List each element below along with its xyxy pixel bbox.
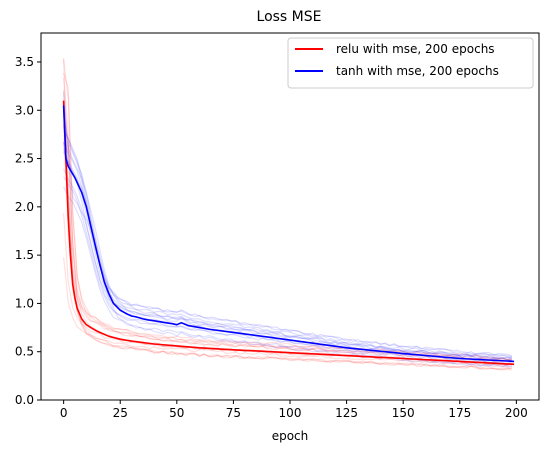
legend-label-relu: relu with mse, 200 epochs bbox=[336, 42, 495, 56]
faint-run-line bbox=[63, 141, 512, 359]
faint-run-line bbox=[63, 141, 513, 371]
faint-run-line bbox=[63, 176, 512, 365]
x-tick-label: 200 bbox=[505, 406, 528, 420]
x-tick-label: 0 bbox=[60, 406, 68, 420]
y-tick-label: 0.0 bbox=[15, 393, 34, 407]
y-tick-label: 3.5 bbox=[15, 55, 34, 69]
y-tick-label: 3.0 bbox=[15, 103, 34, 117]
x-tick-label: 100 bbox=[279, 406, 302, 420]
faint-run-line bbox=[63, 141, 513, 371]
faint-run-line bbox=[63, 151, 513, 360]
x-axis-label: epoch bbox=[272, 429, 309, 443]
faint-run-line bbox=[63, 257, 512, 368]
x-tick-label: 75 bbox=[226, 406, 241, 420]
series-line-0 bbox=[62, 100, 515, 366]
faint-run-line bbox=[63, 89, 512, 361]
faint-run-line bbox=[63, 127, 512, 357]
faint-run-line bbox=[63, 130, 512, 357]
x-tick-label: 125 bbox=[335, 406, 358, 420]
y-tick-label: 2.5 bbox=[15, 152, 34, 166]
plot-area bbox=[62, 58, 515, 371]
x-tick-label: 175 bbox=[448, 406, 471, 420]
faint-run-line bbox=[63, 58, 512, 360]
faint-run-line bbox=[63, 59, 512, 361]
x-axis-ticks: 0 25 50 75 100 125 150 175 200 bbox=[60, 400, 528, 420]
series-lines bbox=[62, 100, 515, 366]
legend-label-tanh: tanh with mse, 200 epochs bbox=[336, 64, 499, 78]
x-tick-label: 150 bbox=[392, 406, 415, 420]
legend: relu with mse, 200 epochs tanh with mse,… bbox=[287, 37, 534, 89]
faint-run-line bbox=[63, 149, 513, 361]
y-tick-label: 2.0 bbox=[15, 200, 34, 214]
faint-run-line bbox=[63, 116, 512, 358]
y-tick-label: 1.5 bbox=[15, 248, 34, 262]
faint-run-line bbox=[63, 143, 512, 368]
y-tick-label: 1.0 bbox=[15, 296, 34, 310]
faint-run-line bbox=[63, 186, 512, 368]
x-tick-label: 25 bbox=[113, 406, 128, 420]
faint-run-line bbox=[63, 138, 512, 370]
y-axis-ticks: 0.0 0.5 1.0 1.5 2.0 2.5 3.0 3.5 bbox=[15, 55, 41, 407]
chart-title: Loss MSE bbox=[257, 9, 322, 25]
legend-box bbox=[287, 37, 534, 89]
faint-run-line bbox=[63, 91, 512, 362]
y-tick-label: 0.5 bbox=[15, 345, 34, 359]
x-tick-label: 50 bbox=[169, 406, 184, 420]
series-line-1 bbox=[62, 105, 515, 363]
